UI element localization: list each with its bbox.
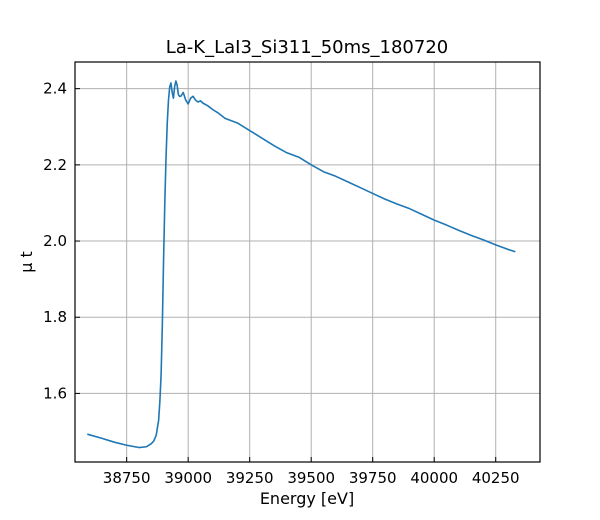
x-tick-label: 40250 (472, 469, 520, 487)
grid (75, 62, 540, 462)
series-layer (87, 80, 516, 449)
x-axis-label: Energy [eV] (260, 489, 354, 508)
y-tick-label: 1.6 (43, 384, 67, 402)
y-tick-labels: 1.6 1.8 2.0 2.2 2.4 (43, 80, 67, 403)
y-tick-label: 1.8 (43, 308, 67, 326)
plot-frame (74, 61, 541, 463)
x-tick-label: 39000 (164, 469, 212, 487)
x-tick-labels: 38750 39000 39250 39500 39750 40000 40250 (103, 469, 520, 487)
series-line (87, 80, 516, 449)
x-tick-label: 38750 (103, 469, 151, 487)
ticks (75, 88, 497, 462)
x-tick-label: 39250 (226, 469, 274, 487)
x-tick-label: 39500 (287, 469, 335, 487)
x-tick-label: 39750 (349, 469, 397, 487)
y-tick-label: 2.2 (43, 156, 67, 174)
y-axis-label: μ t (17, 251, 36, 273)
chart-title: La-K_LaI3_Si311_50ms_180720 (166, 37, 449, 58)
x-tick-label: 40000 (410, 469, 458, 487)
y-tick-label: 2.4 (43, 80, 67, 98)
y-tick-label: 2.0 (43, 232, 67, 250)
